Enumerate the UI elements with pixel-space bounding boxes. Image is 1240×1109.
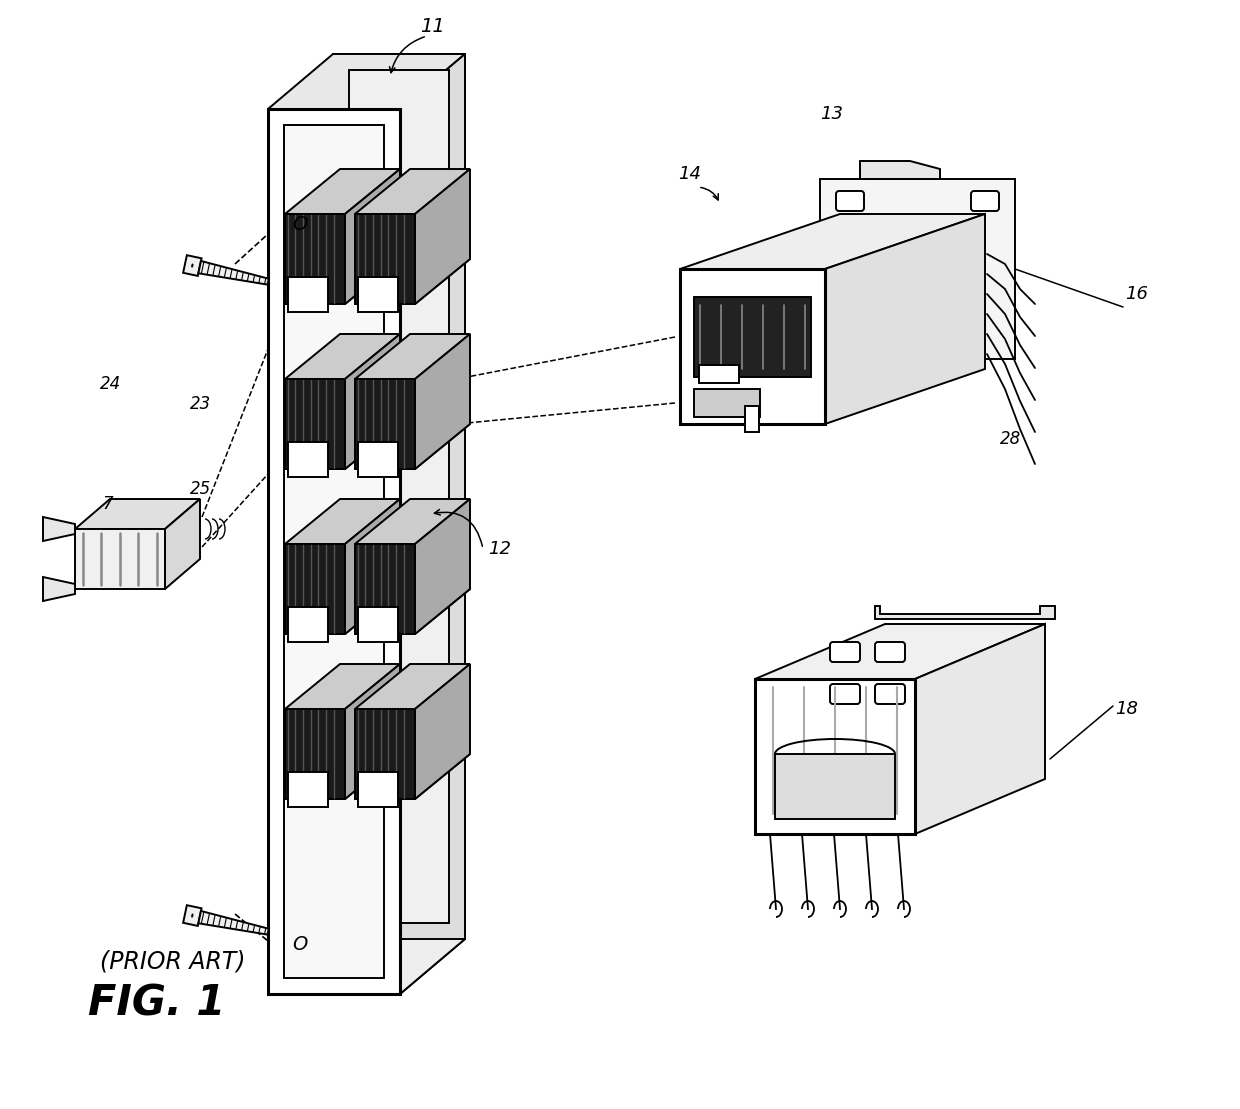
Polygon shape bbox=[915, 624, 1045, 834]
Polygon shape bbox=[355, 379, 415, 469]
Polygon shape bbox=[184, 905, 202, 926]
Polygon shape bbox=[694, 389, 760, 417]
Polygon shape bbox=[355, 169, 470, 214]
Polygon shape bbox=[358, 607, 398, 642]
Polygon shape bbox=[699, 365, 739, 383]
Polygon shape bbox=[285, 169, 401, 214]
Text: 24: 24 bbox=[100, 375, 122, 393]
Polygon shape bbox=[184, 255, 202, 276]
Polygon shape bbox=[861, 161, 940, 179]
Polygon shape bbox=[288, 772, 329, 807]
Polygon shape bbox=[285, 709, 345, 798]
Polygon shape bbox=[285, 545, 345, 634]
Text: 14: 14 bbox=[678, 165, 701, 183]
Polygon shape bbox=[74, 529, 165, 589]
Polygon shape bbox=[355, 664, 470, 709]
Polygon shape bbox=[680, 269, 825, 424]
FancyBboxPatch shape bbox=[830, 684, 861, 704]
Polygon shape bbox=[355, 214, 415, 304]
Polygon shape bbox=[345, 334, 401, 469]
Polygon shape bbox=[288, 442, 329, 477]
Polygon shape bbox=[401, 54, 465, 994]
Text: 16: 16 bbox=[1125, 285, 1148, 303]
Polygon shape bbox=[355, 545, 415, 634]
FancyBboxPatch shape bbox=[971, 191, 999, 211]
Polygon shape bbox=[285, 214, 345, 304]
Polygon shape bbox=[285, 424, 401, 469]
Polygon shape bbox=[345, 169, 401, 304]
Polygon shape bbox=[355, 424, 470, 469]
Text: 11: 11 bbox=[419, 17, 444, 35]
Polygon shape bbox=[355, 499, 470, 545]
Polygon shape bbox=[285, 260, 401, 304]
Polygon shape bbox=[284, 125, 384, 978]
Polygon shape bbox=[820, 179, 1016, 359]
Polygon shape bbox=[288, 277, 329, 312]
Polygon shape bbox=[285, 379, 345, 469]
Text: 28: 28 bbox=[999, 430, 1022, 448]
Polygon shape bbox=[755, 679, 915, 834]
FancyBboxPatch shape bbox=[875, 642, 905, 662]
Polygon shape bbox=[198, 910, 269, 935]
Polygon shape bbox=[355, 589, 470, 634]
Polygon shape bbox=[745, 406, 759, 433]
Polygon shape bbox=[285, 664, 401, 709]
Polygon shape bbox=[355, 709, 415, 798]
Polygon shape bbox=[74, 499, 200, 529]
FancyBboxPatch shape bbox=[875, 684, 905, 704]
Polygon shape bbox=[345, 499, 401, 634]
Text: O: O bbox=[293, 214, 308, 234]
Polygon shape bbox=[355, 754, 470, 798]
Polygon shape bbox=[358, 277, 398, 312]
Polygon shape bbox=[165, 499, 200, 589]
Polygon shape bbox=[415, 499, 470, 634]
Polygon shape bbox=[345, 664, 401, 798]
Polygon shape bbox=[285, 754, 401, 798]
FancyBboxPatch shape bbox=[830, 642, 861, 662]
Polygon shape bbox=[334, 54, 465, 939]
Polygon shape bbox=[694, 297, 811, 377]
Polygon shape bbox=[198, 261, 269, 285]
Text: O: O bbox=[293, 935, 308, 954]
Polygon shape bbox=[285, 334, 401, 379]
Polygon shape bbox=[355, 334, 470, 379]
Text: 25: 25 bbox=[190, 480, 211, 498]
Text: 18: 18 bbox=[1115, 700, 1138, 718]
Polygon shape bbox=[268, 109, 401, 994]
Text: (PRIOR ART): (PRIOR ART) bbox=[100, 949, 246, 973]
Polygon shape bbox=[755, 624, 1045, 679]
Polygon shape bbox=[358, 772, 398, 807]
Polygon shape bbox=[358, 442, 398, 477]
Polygon shape bbox=[285, 499, 401, 545]
Polygon shape bbox=[775, 754, 895, 820]
Text: 23: 23 bbox=[190, 395, 211, 413]
FancyBboxPatch shape bbox=[836, 191, 864, 211]
Polygon shape bbox=[415, 664, 470, 798]
Polygon shape bbox=[288, 607, 329, 642]
Text: FIG. 1: FIG. 1 bbox=[88, 983, 226, 1025]
Polygon shape bbox=[415, 334, 470, 469]
Polygon shape bbox=[875, 606, 1055, 619]
Polygon shape bbox=[43, 517, 74, 541]
Polygon shape bbox=[43, 577, 74, 601]
Polygon shape bbox=[415, 169, 470, 304]
Text: 7: 7 bbox=[102, 495, 113, 513]
Polygon shape bbox=[268, 54, 465, 109]
Polygon shape bbox=[825, 214, 985, 424]
Polygon shape bbox=[268, 939, 465, 994]
Text: 13: 13 bbox=[820, 105, 843, 123]
Polygon shape bbox=[348, 70, 449, 923]
Polygon shape bbox=[355, 260, 470, 304]
Text: 12: 12 bbox=[489, 540, 511, 558]
Polygon shape bbox=[285, 589, 401, 634]
Polygon shape bbox=[680, 214, 985, 269]
